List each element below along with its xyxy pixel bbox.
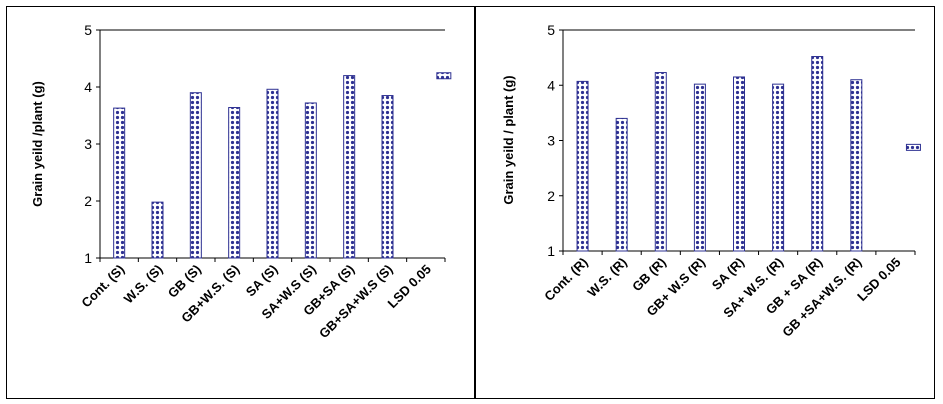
- y-tick-label: 2: [84, 193, 92, 209]
- x-tick-label: Cont. (R): [541, 255, 590, 304]
- y-tick-label: 1: [84, 250, 92, 266]
- bar: [343, 75, 356, 259]
- y-axis-label: Grain yeild / plant (g): [501, 75, 516, 204]
- bar: [850, 79, 863, 252]
- y-tick-label: 4: [547, 77, 555, 93]
- x-tick-label: W.S. (R): [584, 255, 629, 300]
- lsd-marker: [436, 72, 452, 80]
- bar: [304, 102, 317, 259]
- y-axis-label: Grain yeild /plant (g): [30, 81, 45, 207]
- y-tick-label: 1: [547, 243, 555, 259]
- bar: [811, 56, 824, 252]
- bar: [576, 80, 589, 252]
- bar: [189, 92, 202, 259]
- figure-frame: [6, 6, 935, 399]
- bar: [228, 107, 241, 259]
- bar: [381, 95, 394, 259]
- y-tick-label: 4: [84, 79, 92, 95]
- x-tick-label: SA (R): [709, 255, 747, 293]
- lsd-marker: [905, 143, 921, 151]
- y-tick-label: 5: [547, 22, 555, 38]
- bar: [772, 83, 785, 252]
- bar: [266, 88, 279, 259]
- bar: [615, 117, 628, 252]
- bar: [151, 201, 164, 259]
- bar: [733, 76, 745, 252]
- x-tick-label: LSD 0.05: [854, 255, 903, 304]
- panel-divider: [474, 6, 476, 399]
- bar: [113, 107, 126, 259]
- y-tick-label: 5: [84, 22, 92, 38]
- bar: [693, 83, 706, 252]
- y-tick-label: 3: [84, 136, 92, 152]
- y-tick-label: 2: [547, 188, 555, 204]
- y-tick-label: 3: [547, 133, 555, 149]
- bar: [654, 72, 667, 252]
